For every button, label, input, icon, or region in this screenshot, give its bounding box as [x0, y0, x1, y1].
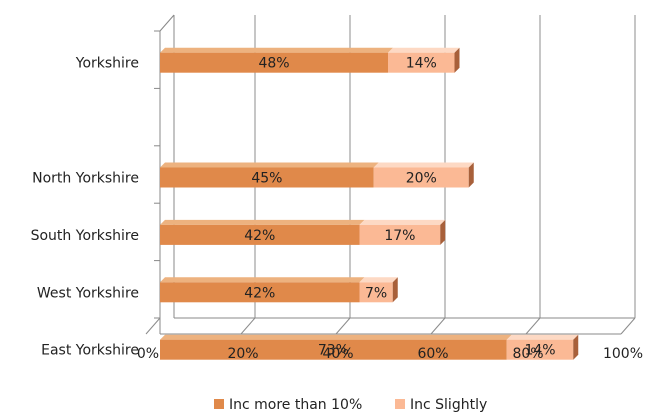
- bar-top-face: [160, 277, 365, 283]
- floor-depth-line: [525, 317, 541, 335]
- legend-swatch: [395, 399, 405, 409]
- wall-top-depth-edge: [159, 14, 175, 32]
- bar-top-face: [388, 47, 460, 53]
- legend-entry-label: Inc more than 10%: [229, 397, 362, 413]
- x-tick-label: 0%: [137, 346, 159, 362]
- bar-end-face: [468, 162, 474, 188]
- bar-segment: [359, 282, 393, 303]
- data-label: 45%: [251, 171, 282, 187]
- data-label: 14%: [406, 56, 437, 72]
- data-label: 7%: [365, 285, 387, 301]
- x-tick-label: 100%: [603, 346, 643, 362]
- data-label: 48%: [258, 56, 289, 72]
- bar-segment: [160, 167, 374, 188]
- bar-top-face: [359, 219, 446, 225]
- bar-segment: [506, 339, 574, 360]
- category-label: South Yorkshire: [31, 228, 139, 244]
- floor-depth-line: [145, 317, 161, 335]
- bar-top-face: [160, 334, 512, 340]
- bar-top-face: [373, 162, 474, 168]
- bars: [160, 47, 579, 360]
- bar-segment: [160, 224, 360, 245]
- category-label: Yorkshire: [75, 56, 139, 72]
- category-label: North Yorkshire: [32, 171, 139, 187]
- bar-segment: [359, 224, 441, 245]
- data-label: 42%: [244, 285, 275, 301]
- data-label: 14%: [524, 343, 555, 359]
- bar-top-face: [359, 277, 398, 283]
- bar-segment: [160, 339, 507, 360]
- legend-entry-label: Inc Slightly: [410, 397, 487, 413]
- bar-segment: [160, 52, 388, 73]
- legend: Inc more than 10% Inc Slightly: [214, 397, 487, 413]
- data-label: 17%: [384, 228, 415, 244]
- floor-depth-line: [335, 317, 351, 335]
- bar-end-face: [440, 219, 446, 245]
- bar-end-face: [392, 277, 398, 303]
- bar-top-face: [160, 162, 379, 168]
- data-label: 73%: [318, 343, 349, 359]
- bar-end-face: [573, 334, 579, 360]
- x-tick-label: 60%: [417, 346, 448, 362]
- bar-segment: [388, 52, 455, 73]
- floor-depth-line: [620, 317, 636, 335]
- floor-depth-line: [240, 317, 256, 335]
- data-label: 20%: [406, 171, 437, 187]
- floor-depth-line: [430, 317, 446, 335]
- legend-swatch: [214, 399, 224, 409]
- labels: 0% 20% 40% 60% 80% 100% 48% 14% Yorkshire 45% 20% N…: [31, 56, 643, 362]
- bar-segment: [373, 167, 469, 188]
- x-tick-label: 80%: [512, 346, 543, 362]
- category-label: East Yorkshire: [41, 343, 139, 359]
- x-tick-label: 20%: [227, 346, 258, 362]
- data-label: 42%: [244, 228, 275, 244]
- bar-top-face: [160, 47, 393, 53]
- bar-segment: [160, 282, 360, 303]
- x-tick-label: 40%: [322, 346, 353, 362]
- category-label: West Yorkshire: [37, 285, 139, 301]
- bar-top-face: [160, 219, 365, 225]
- bar-top-face: [506, 334, 579, 340]
- bar-end-face: [454, 47, 460, 73]
- chart-walls: [154, 14, 635, 335]
